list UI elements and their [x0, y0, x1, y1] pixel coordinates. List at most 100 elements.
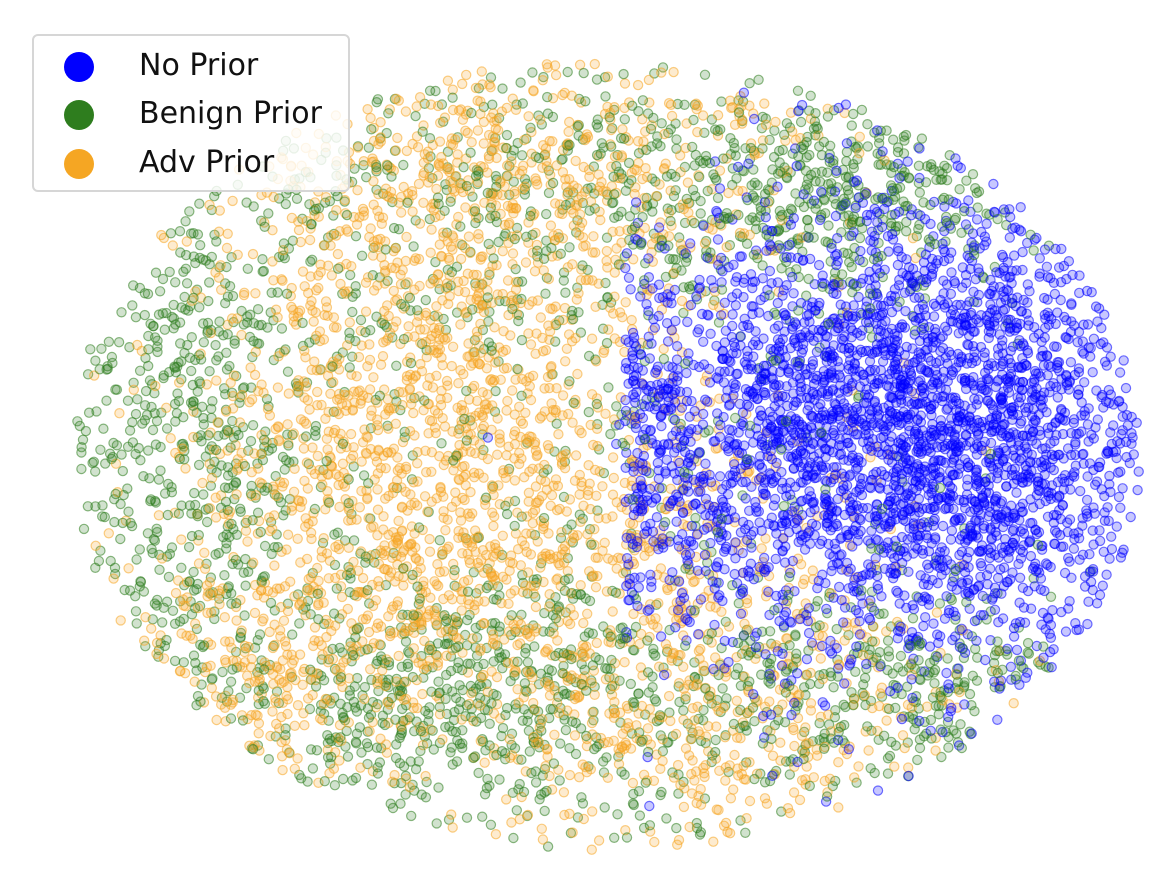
scatter-point-benign-prior: [238, 567, 249, 578]
scatter-point-adv-prior: [287, 658, 298, 669]
scatter-point-adv-prior: [501, 574, 512, 585]
scatter-point-benign-prior: [872, 148, 883, 159]
scatter-point-benign-prior: [345, 269, 356, 281]
scatter-point-adv-prior: [697, 110, 709, 121]
scatter-point-adv-prior: [226, 642, 237, 654]
scatter-point-benign-prior: [664, 624, 675, 636]
scatter-point-adv-prior: [375, 733, 386, 744]
scatter-point-adv-prior: [498, 326, 509, 337]
scatter-point-adv-prior: [170, 587, 182, 599]
scatter-point-adv-prior: [761, 798, 773, 809]
scatter-point-adv-prior: [373, 138, 384, 150]
scatter-point-benign-prior: [434, 535, 445, 546]
scatter-point-adv-prior: [410, 370, 421, 381]
scatter-point-adv-prior: [854, 147, 865, 159]
scatter-point-adv-prior: [366, 405, 377, 416]
scatter-point-benign-prior: [912, 754, 923, 766]
scatter-point-adv-prior: [392, 132, 403, 144]
scatter-point-adv-prior: [395, 279, 407, 290]
scatter-point-adv-prior: [406, 185, 418, 197]
scatter-point-benign-prior: [916, 133, 928, 144]
scatter-point-adv-prior: [299, 345, 310, 356]
scatter-point-adv-prior: [221, 242, 233, 254]
scatter-point-adv-prior: [463, 338, 474, 349]
scatter-point-adv-prior: [833, 802, 844, 813]
scatter-point-benign-prior: [619, 114, 631, 125]
scatter-point-adv-prior: [349, 397, 360, 408]
scatter-point-benign-prior: [396, 661, 407, 673]
scatter-point-adv-prior: [437, 360, 448, 371]
scatter-point-adv-prior: [276, 677, 287, 689]
scatter-point-adv-prior: [436, 627, 447, 638]
scatter-point-adv-prior: [352, 184, 363, 196]
scatter-point-adv-prior: [569, 475, 581, 486]
scatter-point-benign-prior: [193, 459, 205, 471]
scatter-point-benign-prior: [887, 668, 898, 679]
scatter-point-adv-prior: [334, 353, 345, 365]
scatter-point-adv-prior: [490, 829, 502, 840]
scatter-point-adv-prior: [304, 404, 315, 415]
scatter-point-benign-prior: [103, 336, 115, 347]
scatter-point-benign-prior: [805, 90, 816, 102]
scatter-point-adv-prior: [692, 701, 703, 712]
scatter-point-adv-prior: [318, 533, 329, 544]
scatter-point-adv-prior: [589, 464, 601, 476]
scatter-point-adv-prior: [447, 244, 458, 255]
scatter-point-benign-prior: [541, 208, 552, 220]
scatter-point-benign-prior: [138, 471, 149, 482]
scatter-point-adv-prior: [607, 606, 618, 617]
scatter-point-adv-prior: [491, 671, 503, 683]
scatter-point-adv-prior: [930, 745, 941, 756]
scatter-point-adv-prior: [574, 772, 585, 783]
scatter-point-benign-prior: [913, 160, 925, 171]
scatter-point-benign-prior: [740, 827, 751, 839]
scatter-point-adv-prior: [268, 191, 279, 203]
scatter-point-adv-prior: [675, 150, 686, 161]
scatter-point-benign-prior: [257, 254, 268, 265]
scatter-point-adv-prior: [432, 170, 444, 181]
scatter-point-adv-prior: [505, 550, 517, 561]
scatter-point-adv-prior: [565, 185, 576, 196]
scatter-point-adv-prior: [608, 472, 620, 484]
scatter-point-adv-prior: [530, 173, 541, 184]
scatter-point-benign-prior: [356, 747, 367, 758]
scatter-point-adv-prior: [368, 372, 379, 383]
scatter-point-benign-prior: [702, 557, 713, 568]
scatter-point-adv-prior: [419, 149, 430, 160]
scatter-point-adv-prior: [450, 487, 461, 498]
scatter-point-adv-prior: [343, 515, 354, 526]
scatter-point-benign-prior: [477, 811, 488, 822]
scatter-point-benign-prior: [971, 187, 983, 199]
scatter-point-benign-prior: [164, 266, 175, 278]
scatter-point-adv-prior: [432, 651, 443, 662]
scatter-point-adv-prior: [237, 662, 248, 673]
scatter-point-adv-prior: [189, 676, 200, 687]
scatter-point-adv-prior: [576, 217, 588, 228]
scatter-point-benign-prior: [951, 728, 962, 739]
scatter-point-adv-prior: [602, 772, 614, 784]
scatter-point-adv-prior: [711, 701, 722, 712]
scatter-point-adv-prior: [227, 694, 239, 706]
scatter-point-adv-prior: [419, 491, 431, 502]
scatter-point-benign-prior: [583, 406, 595, 418]
scatter-point-adv-prior: [910, 252, 921, 264]
scatter-point-benign-prior: [247, 351, 258, 363]
scatter-point-adv-prior: [508, 208, 519, 219]
scatter-point-adv-prior: [355, 762, 366, 773]
scatter-point-adv-prior: [708, 836, 719, 847]
scatter-point-adv-prior: [335, 569, 347, 580]
scatter-point-no-prior: [1041, 261, 1053, 272]
scatter-point-benign-prior: [221, 529, 232, 540]
scatter-point-benign-prior: [506, 728, 518, 739]
scatter-point-adv-prior: [563, 329, 575, 340]
scatter-point-adv-prior: [620, 723, 632, 734]
scatter-point-adv-prior: [532, 536, 543, 547]
scatter-point-benign-prior: [263, 208, 274, 219]
scatter-point-adv-prior: [312, 386, 323, 398]
scatter-point-adv-prior: [863, 745, 874, 756]
scatter-point-adv-prior: [535, 474, 547, 485]
scatter-point-adv-prior: [564, 808, 575, 820]
scatter-point-adv-prior: [413, 657, 424, 668]
scatter-point-adv-prior: [181, 236, 192, 247]
scatter-point-adv-prior: [509, 475, 521, 486]
